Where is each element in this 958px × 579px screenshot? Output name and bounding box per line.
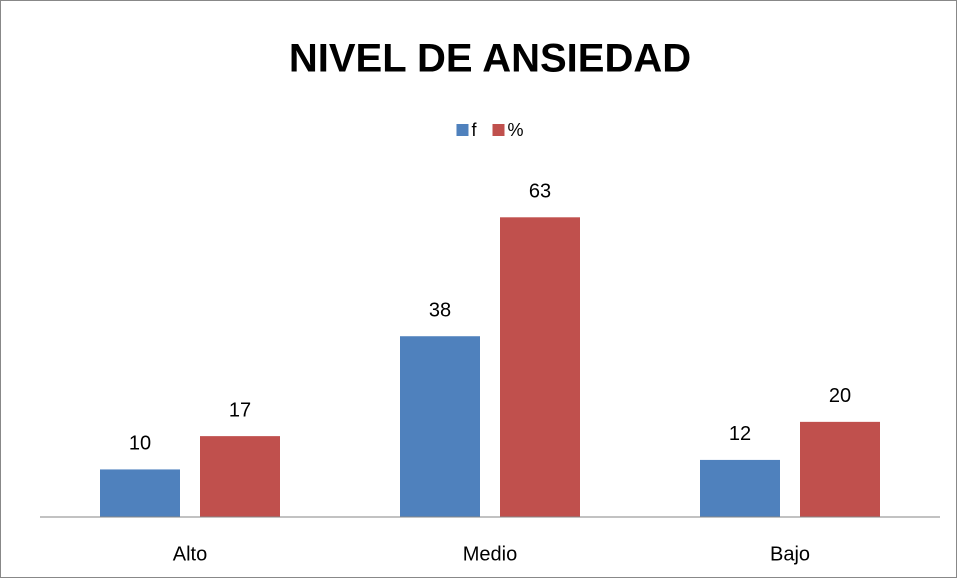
x-tick-label: Medio bbox=[463, 543, 517, 565]
data-label: 20 bbox=[829, 385, 851, 407]
bar bbox=[200, 436, 280, 517]
bar bbox=[800, 421, 880, 517]
data-label: 38 bbox=[429, 300, 451, 322]
bar bbox=[700, 459, 780, 517]
bar bbox=[400, 336, 480, 517]
legend-swatch bbox=[492, 124, 505, 136]
legend-label: f bbox=[471, 120, 477, 140]
chart-title: NIVEL DE ANSIEDAD bbox=[289, 37, 691, 81]
legend: f% bbox=[456, 120, 524, 140]
bar bbox=[100, 469, 180, 517]
x-tick-label: Alto bbox=[173, 543, 207, 565]
data-label: 12 bbox=[729, 423, 751, 445]
legend-label: % bbox=[508, 120, 524, 140]
x-tick-label: Bajo bbox=[770, 543, 810, 565]
bar bbox=[500, 217, 580, 518]
legend-swatch bbox=[456, 124, 469, 136]
data-label: 63 bbox=[529, 181, 551, 203]
data-label: 17 bbox=[229, 399, 251, 421]
data-label: 10 bbox=[129, 433, 151, 455]
